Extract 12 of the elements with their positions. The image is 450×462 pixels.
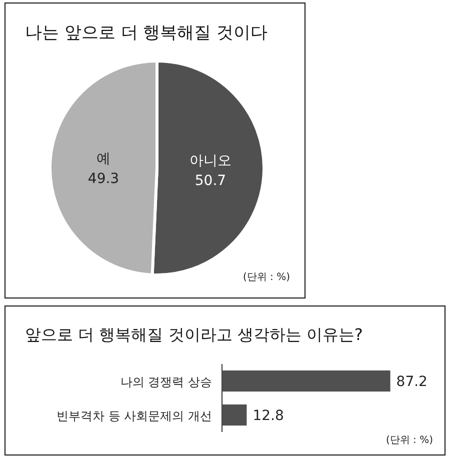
slice-label: 아니오 (189, 153, 232, 170)
y-tick-label: 나의 경쟁력 상승 (120, 375, 212, 389)
data-label: 12.8 (252, 408, 284, 424)
data-label: 87.2 (396, 374, 428, 390)
text: (단위 : %) (386, 435, 434, 446)
chart-title: 앞으로 더 행복해질 것이라고 생각하는 이유는? (25, 325, 363, 344)
chart-title: 나는 앞으로 더 행복해질 것이다 (25, 23, 268, 43)
slice-label: 예 (96, 150, 111, 167)
data-label: 49.3 (88, 170, 120, 187)
y-tick-label: 빈부격차 등 사회문제의 개선 (56, 409, 212, 423)
text: (단위 : %) (242, 272, 290, 283)
data-label: 50.7 (194, 173, 226, 190)
